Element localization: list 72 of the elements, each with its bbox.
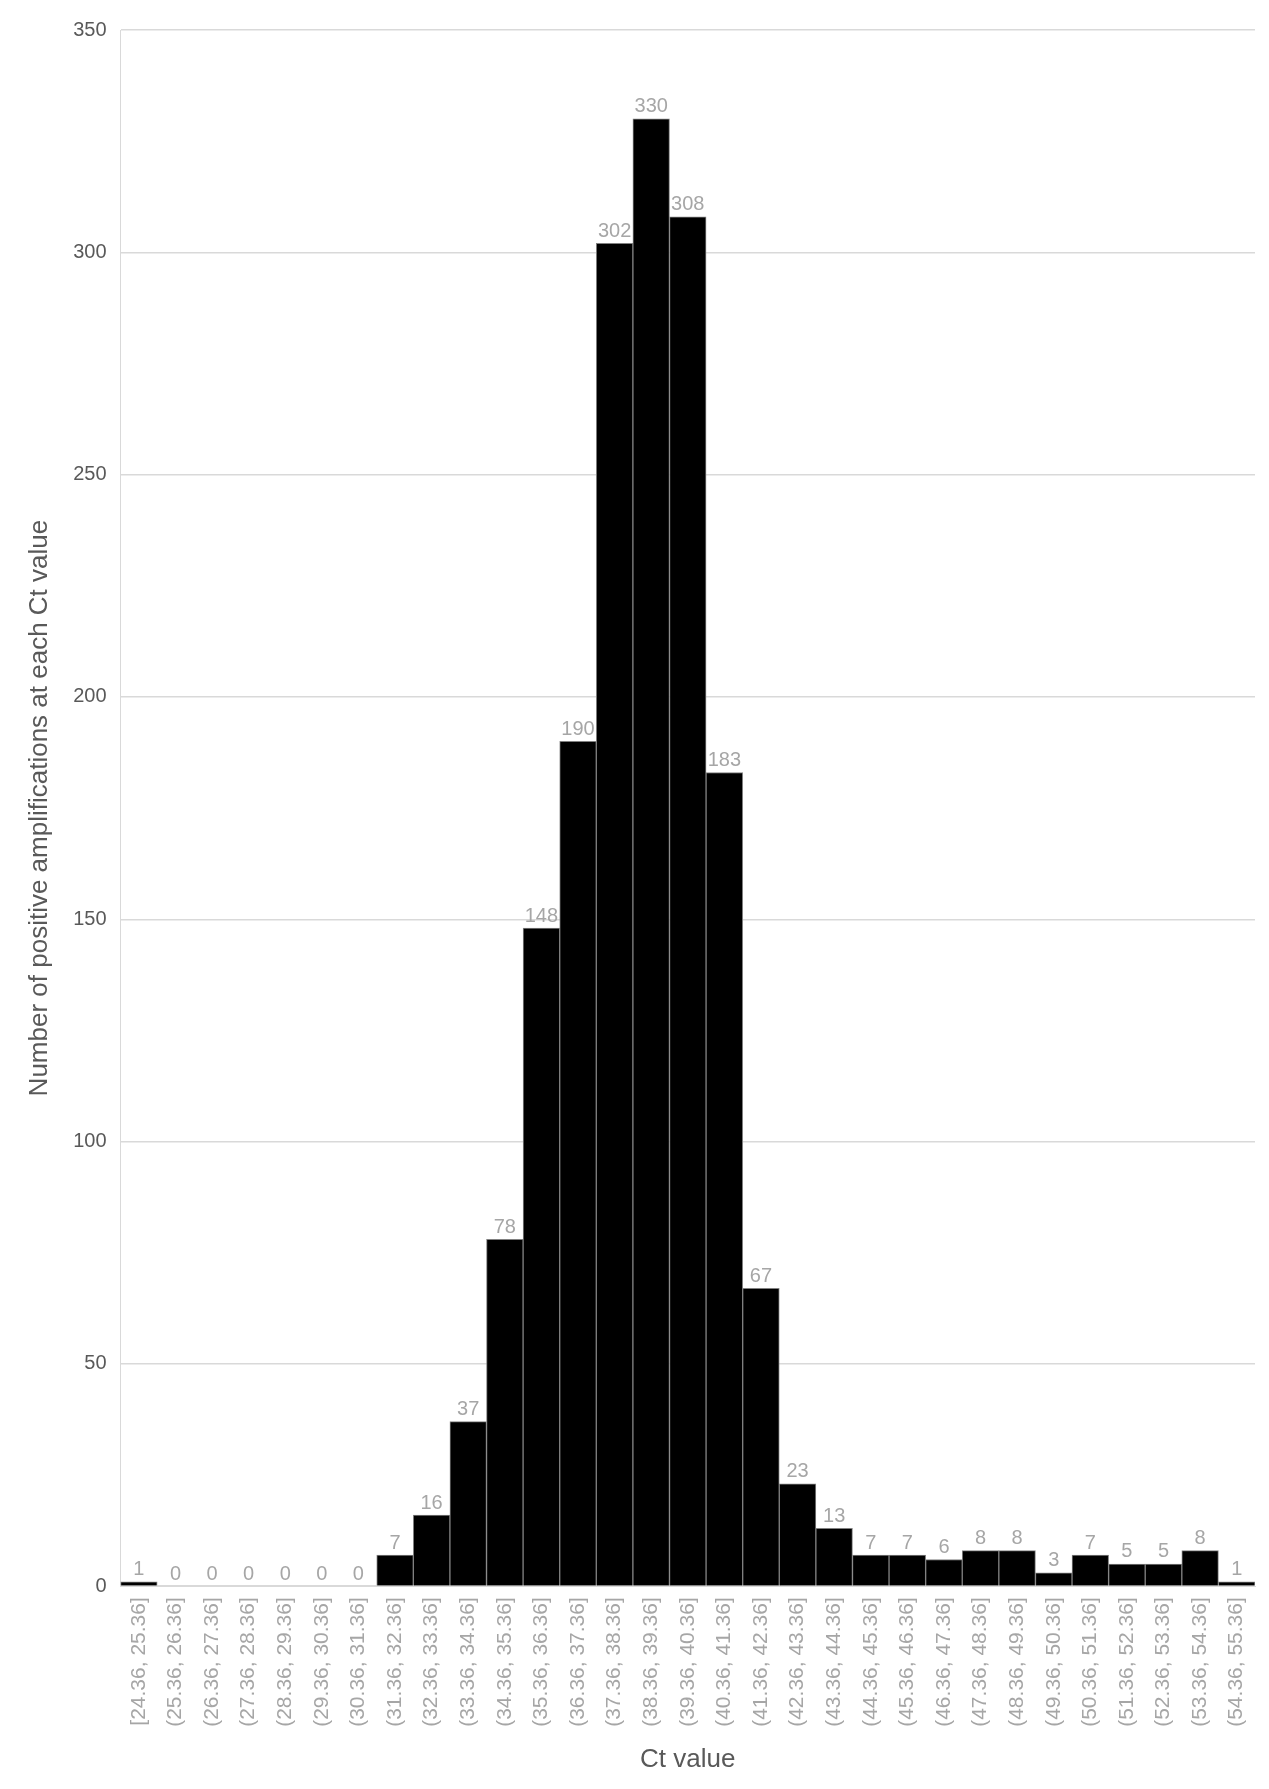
x-tick-label: (49.36, 50.36] [1040, 1597, 1064, 1727]
x-tick-label: (39.36, 40.36] [674, 1597, 698, 1727]
y-tick-label: 200 [73, 684, 107, 707]
data-label: 7 [389, 1530, 401, 1553]
x-tick-label: (35.36, 36.36] [528, 1597, 552, 1727]
x-tick-label: (51.36, 52.36] [1113, 1597, 1137, 1727]
data-label: 3 [1048, 1548, 1060, 1571]
x-tick-label: (54.36, 55.36] [1223, 1597, 1247, 1727]
x-tick-label: (29.36, 30.36] [308, 1597, 332, 1727]
data-label: 308 [671, 192, 705, 215]
x-tick-label: (32.36, 33.36] [418, 1597, 442, 1727]
x-tick-label: (42.36, 43.36] [784, 1597, 808, 1727]
y-tick-label: 0 [95, 1573, 107, 1596]
y-tick-label: 350 [73, 17, 107, 40]
x-tick-label: (40.36, 41.36] [711, 1597, 735, 1727]
x-tick-label: (36.36, 37.36] [564, 1597, 588, 1727]
x-tick-label: (41.36, 42.36] [747, 1597, 771, 1727]
data-label: 5 [1157, 1539, 1170, 1562]
x-tick-label: (43.36, 44.36] [820, 1597, 844, 1727]
data-label: 78 [493, 1214, 516, 1237]
data-label: 23 [786, 1459, 809, 1482]
x-tick-label: (44.36, 45.36] [857, 1597, 881, 1727]
data-label: 8 [1011, 1526, 1023, 1549]
data-label: 37 [457, 1397, 480, 1420]
x-tick-label: (37.36, 38.36] [601, 1597, 625, 1727]
data-label: 67 [749, 1263, 773, 1286]
data-label: 16 [420, 1490, 443, 1513]
data-label: 148 [524, 903, 559, 926]
data-label: 190 [561, 716, 595, 739]
y-tick-label: 300 [73, 239, 107, 262]
y-axis-title: Number of positive amplifications at each Ct value [22, 519, 53, 1097]
x-tick-label: [24.36, 25.36] [125, 1597, 149, 1726]
data-label: 183 [707, 748, 742, 771]
data-label: 7 [1084, 1530, 1096, 1553]
y-tick-label: 250 [73, 462, 107, 485]
data-label: 0 [316, 1561, 328, 1584]
x-tick-label: (47.36, 48.36] [967, 1597, 991, 1727]
data-label: 1 [133, 1557, 145, 1580]
data-label: 1 [1231, 1557, 1243, 1580]
x-tick-label: (45.36, 46.36] [894, 1597, 918, 1727]
x-tick-label: (52.36, 53.36] [1150, 1597, 1174, 1727]
x-tick-label: (38.36, 39.36] [637, 1597, 661, 1727]
data-label: 330 [634, 94, 668, 117]
x-tick-label: (33.36, 34.36] [455, 1597, 479, 1727]
y-tick-label: 150 [73, 906, 107, 929]
x-tick-label: (28.36, 29.36] [272, 1597, 296, 1727]
data-label: 6 [938, 1535, 950, 1558]
data-label: 7 [901, 1530, 913, 1553]
x-tick-label: (31.36, 32.36] [381, 1597, 405, 1727]
data-label: 0 [279, 1561, 291, 1584]
data-label: 13 [823, 1503, 846, 1526]
x-tick-label: (46.36, 47.36] [930, 1597, 954, 1727]
x-axis-title: Ct value [640, 1742, 736, 1773]
x-tick-label: (34.36, 35.36] [491, 1597, 515, 1727]
data-label: 0 [206, 1561, 218, 1584]
data-label: 302 [597, 218, 632, 241]
data-label: 8 [974, 1526, 987, 1549]
x-tick-label: (25.36, 26.36] [162, 1597, 186, 1727]
x-tick-label: (26.36, 27.36] [198, 1597, 222, 1727]
data-label: 0 [243, 1561, 255, 1584]
data-label: 0 [352, 1561, 364, 1584]
x-tick-label: (50.36, 51.36] [1077, 1597, 1101, 1727]
data-label: 5 [1121, 1539, 1133, 1562]
data-label: 0 [169, 1561, 182, 1584]
x-tick-label: (48.36, 49.36] [1003, 1597, 1027, 1727]
x-tick-label: (30.36, 31.36] [345, 1597, 369, 1727]
y-tick-label: 100 [73, 1129, 107, 1152]
x-tick-label: (53.36, 54.36] [1186, 1597, 1210, 1727]
data-label: 8 [1194, 1526, 1206, 1549]
data-label: 7 [865, 1530, 877, 1553]
y-tick-label: 50 [84, 1351, 107, 1374]
x-tick-label: (27.36, 28.36] [235, 1597, 259, 1727]
